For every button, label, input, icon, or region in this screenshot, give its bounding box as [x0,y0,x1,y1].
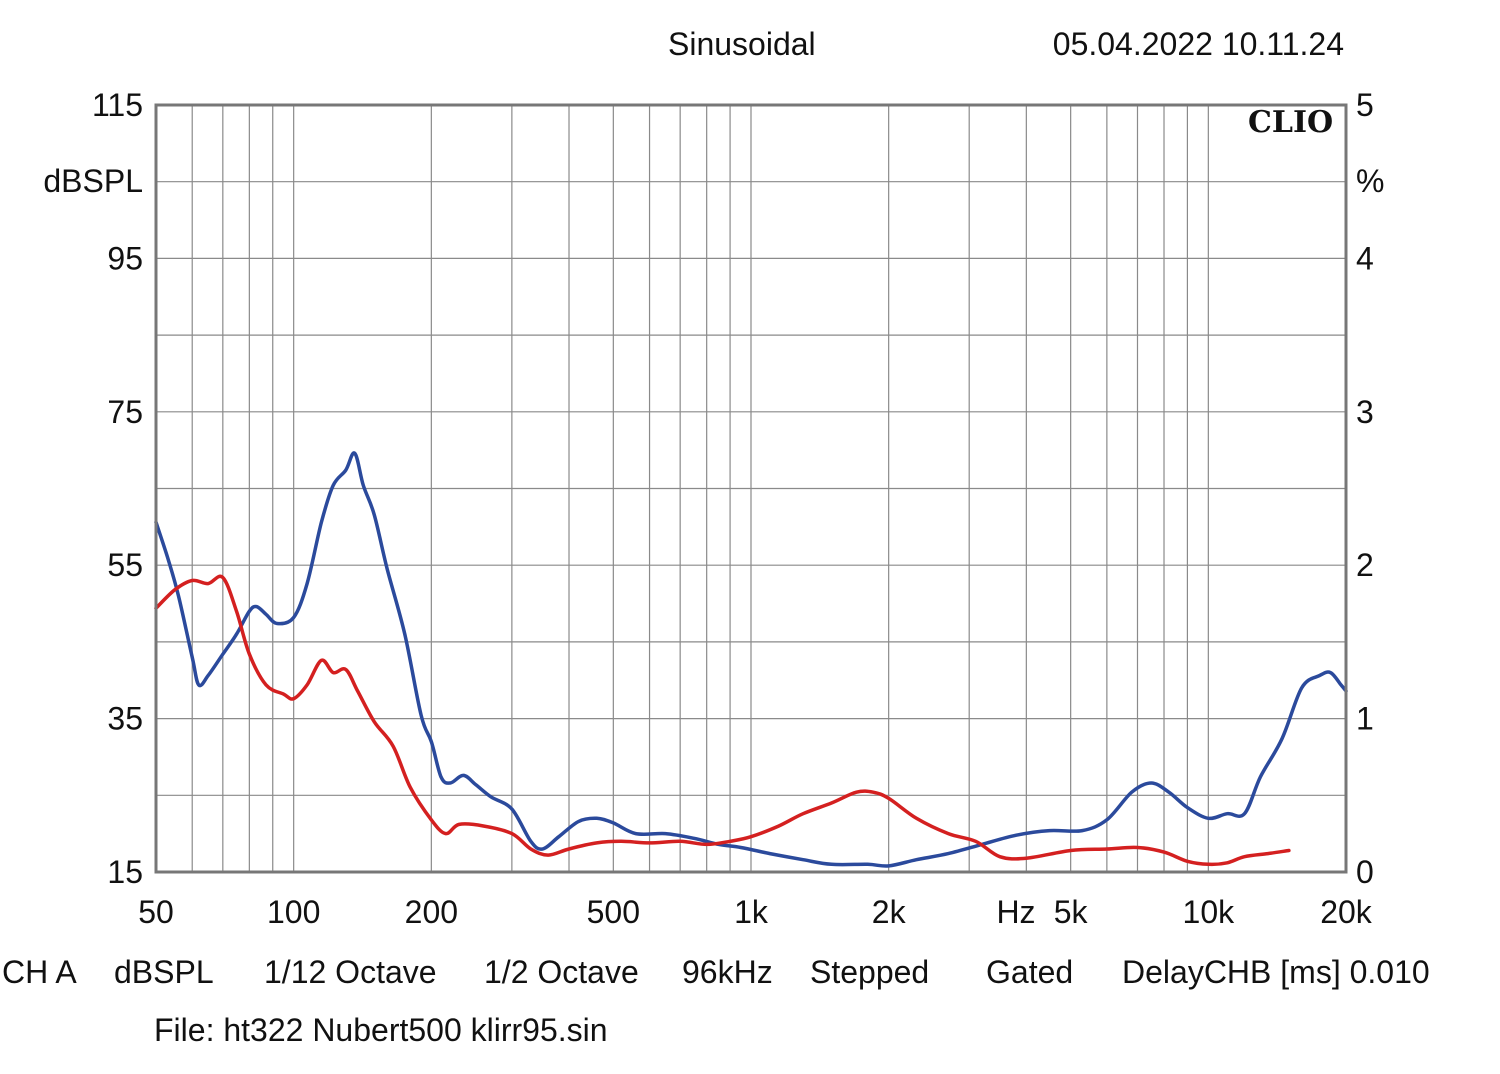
x-tick-label: 50 [138,894,174,930]
y-right-tick-label: 4 [1356,240,1374,276]
chart-frame [154,103,1348,874]
series-line-red [154,574,1291,867]
x-tick-label: 10k [1183,894,1236,930]
x-tick-label: 2k [872,894,907,930]
y-left-tick-label: 95 [107,240,143,276]
y-right-tick-label: 1 [1356,701,1374,737]
footer-file: File: ht322 Nubert500 klirr95.sin [154,1012,608,1048]
chart-grid [156,105,1346,872]
x-tick-label: 500 [587,894,640,930]
y-left-axis-label: dBSPL [43,163,143,199]
footer-delay: DelayCHB [ms] 0.010 [1122,954,1430,990]
footer-resolution: 1/12 Octave [264,954,437,990]
y-left-tick-label: 55 [107,547,143,583]
footer-gating: Gated [986,954,1074,990]
clio-logo: CLIO [1248,105,1334,140]
footer-sweep-mode: Stepped [810,954,930,990]
y-left-tick-label: 115 [92,87,143,123]
y-left-tick-label: 35 [107,701,143,737]
chart-series [154,451,1348,868]
y-right-axis-label: % [1356,163,1384,199]
y-right-tick-label: 3 [1356,394,1374,430]
footer-unit: dBSPL [114,954,214,990]
x-tick-label: 200 [405,894,458,930]
y-left-tick-label: 15 [107,854,143,890]
series-line-blue [154,451,1348,868]
chart-tick-labels: 50 100 200 500 1k 2k 5k 10k 20kHz1159575553515dB… [43,87,1384,930]
x-axis-unit-label: Hz [996,894,1035,930]
footer-channel: CH A [2,954,77,990]
x-tick-label: 5k [1054,894,1089,930]
x-tick-label: 100 [267,894,320,930]
x-tick-label: 1k [734,894,769,930]
y-right-tick-label: 5 [1356,87,1374,123]
y-left-tick-label: 75 [107,394,143,430]
footer-sample-rate: 96kHz [682,954,773,990]
y-right-tick-label: 0 [1356,854,1374,890]
measurement-mode: Sinusoidal [668,26,816,62]
measurement-datetime: 05.04.2022 10.11.24 [1052,26,1344,62]
x-tick-label: 20k [1320,894,1373,930]
y-right-tick-label: 2 [1356,547,1374,583]
footer-smoothing: 1/2 Octave [484,954,639,990]
